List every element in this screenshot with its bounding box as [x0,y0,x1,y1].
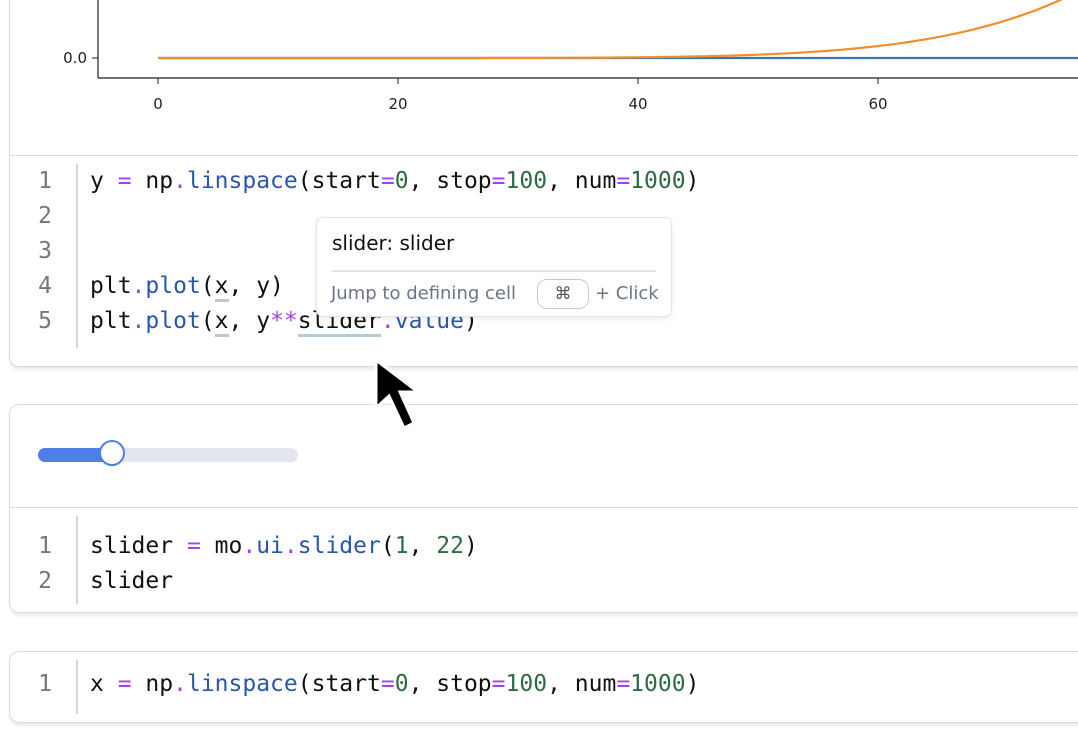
mouse-pointer-icon [374,356,423,431]
plot-output: 0 20 40 60 0.0 [10,0,1078,156]
slider-fill [38,448,119,462]
code-token: 1000 [630,671,686,697]
code-token: (start [297,671,381,697]
tooltip-divider [332,270,656,272]
code-token: mo [200,533,243,559]
line-chart: 0 20 40 60 0.0 [63,0,1078,113]
code-token: plt [90,273,132,299]
code-token: , [408,533,437,559]
code-token: np [131,168,174,194]
code-text: plt.plot(x, y**slider.value) [90,304,478,339]
code-token: ) [685,168,700,194]
code-token: linspace [186,671,298,697]
code-token: ) [685,671,700,697]
line-number: 1 [38,168,52,194]
variable-reference[interactable]: x [214,308,229,337]
code-token: ( [200,273,215,299]
line-number: 5 [38,308,52,334]
code-text: plt.plot(x, y) [90,269,284,304]
code-token: 1 [394,533,409,559]
code-token: linspace [186,168,298,194]
tooltip-hint: Jump to defining cell [331,283,516,304]
code-token: y [90,168,118,194]
code-token: , num [547,671,617,697]
slider-thumb[interactable] [99,440,126,466]
code-token: x [90,671,118,697]
code-token: = [491,671,506,697]
gutter-divider [76,164,78,348]
code-token: = [117,671,132,697]
code-token: np [131,671,174,697]
code-token: ( [200,308,215,334]
command-key-icon: ⌘ [537,279,589,309]
code-token: = [380,168,395,194]
line-number: 2 [38,568,52,594]
line-number: 1 [38,533,52,559]
code-editor[interactable]: 1 slider = mo.ui.slider(1, 22) 2 slider [10,508,1078,612]
code-text: slider = mo.ui.slider(1, 22) [90,529,478,564]
code-text: slider [90,564,173,599]
x-tick-label: 60 [868,95,887,113]
code-token: = [491,168,506,194]
code-token: 100 [505,671,548,697]
code-text: x = np.linspace(start=0, stop=100, num=1… [90,667,699,702]
code-token: 22 [436,533,464,559]
series-line [158,0,1063,60]
code-token: = [186,533,201,559]
code-token: . [283,533,298,559]
code-token: plot [145,308,201,334]
code-token: ) [463,533,478,559]
code-token: ui [256,533,284,559]
code-token: = [117,168,132,194]
x-tick-label: 20 [388,95,407,113]
gutter-divider [76,660,78,714]
code-token: slider [90,533,187,559]
code-token: . [131,273,146,299]
code-token: 0 [394,168,409,194]
code-token: (start [297,168,381,194]
line-number: 2 [38,203,52,229]
gutter-divider [76,516,78,604]
code-token: = [616,168,631,194]
x-tick-label: 0 [153,95,163,113]
variable-reference[interactable]: x [214,273,229,302]
code-token: slider [297,533,381,559]
code-token: 1000 [630,168,686,194]
code-token: . [131,308,146,334]
code-token: ** [270,308,298,334]
code-token: , y) [228,273,284,299]
code-token: = [380,671,395,697]
code-token: , stop [408,168,492,194]
code-token: = [616,671,631,697]
tooltip-click: + Click [595,283,659,304]
slider[interactable] [38,440,298,466]
code-token: ( [380,533,395,559]
code-token: 0 [394,671,409,697]
code-token: plt [90,308,132,334]
y-tick-label: 0.0 [63,49,87,67]
slider-cell: 1 slider = mo.ui.slider(1, 22) 2 slider [9,404,1078,613]
code-token: slider [90,568,174,594]
code-token: . [173,168,187,194]
code-token: . [242,533,257,559]
tooltip-title: slider: slider [332,231,455,255]
line-number: 1 [38,671,52,697]
code-token: , num [547,168,617,194]
code-token: , stop [408,671,492,697]
x-tick-label: 40 [628,95,647,113]
hover-tooltip: slider: slider Jump to defining cell ⌘ +… [316,217,672,317]
code-text: y = np.linspace(start=0, stop=100, num=1… [90,164,699,199]
code-token: . [173,671,187,697]
line-number: 3 [38,238,52,264]
code-token: , y [228,308,271,334]
slider-output [10,405,1078,508]
code-token: plot [145,273,201,299]
line-number: 4 [38,273,52,299]
code-token: 100 [505,168,548,194]
